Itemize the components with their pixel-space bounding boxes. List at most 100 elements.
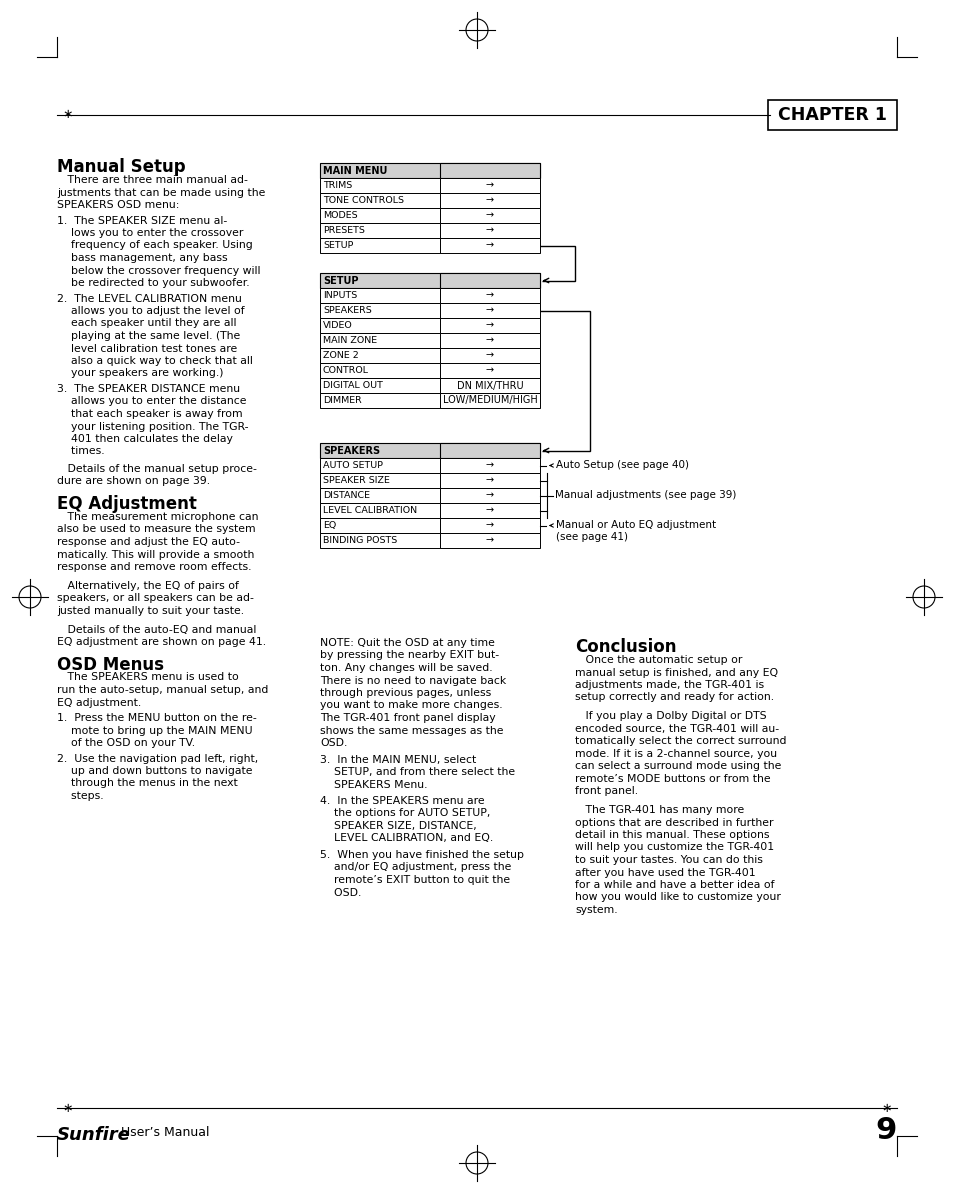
Text: ZONE 2: ZONE 2 — [323, 351, 358, 360]
Bar — [439, 288, 539, 303]
Text: →: → — [485, 335, 494, 346]
Text: speakers, or all speakers can be ad-: speakers, or all speakers can be ad- — [57, 593, 253, 604]
Bar — [319, 363, 439, 378]
Text: options that are described in further: options that are described in further — [575, 817, 773, 828]
Text: be redirected to your subwoofer.: be redirected to your subwoofer. — [57, 278, 250, 288]
Text: 3.  In the MAIN MENU, select: 3. In the MAIN MENU, select — [319, 754, 476, 765]
Text: 3.  The SPEAKER DISTANCE menu: 3. The SPEAKER DISTANCE menu — [57, 384, 240, 394]
Text: run the auto-setup, manual setup, and: run the auto-setup, manual setup, and — [57, 685, 268, 696]
Text: ton. Any changes will be saved.: ton. Any changes will be saved. — [319, 663, 492, 673]
Text: EQ adjustment are shown on page 41.: EQ adjustment are shown on page 41. — [57, 637, 266, 647]
Bar — [439, 363, 539, 378]
Bar — [319, 472, 439, 488]
Text: SETUP, and from there select the: SETUP, and from there select the — [319, 767, 515, 777]
Text: MODES: MODES — [323, 211, 357, 220]
Text: detail in this manual. These options: detail in this manual. These options — [575, 830, 769, 840]
Bar — [319, 533, 439, 548]
Text: SPEAKERS OSD menu:: SPEAKERS OSD menu: — [57, 200, 179, 210]
Text: 2.  The LEVEL CALIBRATION menu: 2. The LEVEL CALIBRATION menu — [57, 293, 242, 303]
Text: EQ Adjustment: EQ Adjustment — [57, 495, 196, 513]
Text: TONE CONTROLS: TONE CONTROLS — [323, 196, 403, 205]
Text: →: → — [485, 536, 494, 545]
Text: also a quick way to check that all: also a quick way to check that all — [57, 356, 253, 366]
Text: The TGR-401 front panel display: The TGR-401 front panel display — [319, 713, 496, 723]
Bar — [319, 208, 439, 223]
Text: The TGR-401 has many more: The TGR-401 has many more — [575, 805, 743, 815]
Bar — [439, 488, 539, 503]
Text: The SPEAKERS menu is used to: The SPEAKERS menu is used to — [57, 673, 238, 682]
Text: that each speaker is away from: that each speaker is away from — [57, 409, 242, 419]
Bar — [439, 458, 539, 472]
Bar — [439, 443, 539, 458]
Text: and/or EQ adjustment, press the: and/or EQ adjustment, press the — [319, 863, 511, 872]
Text: Once the automatic setup or: Once the automatic setup or — [575, 655, 741, 665]
Text: manual setup is finished, and any EQ: manual setup is finished, and any EQ — [575, 668, 778, 678]
Bar — [439, 273, 539, 288]
Text: can select a surround mode using the: can select a surround mode using the — [575, 761, 781, 771]
Text: MAIN MENU: MAIN MENU — [323, 166, 387, 175]
Text: encoded source, the TGR-401 will au-: encoded source, the TGR-401 will au- — [575, 724, 779, 734]
Text: User’s Manual: User’s Manual — [117, 1126, 210, 1139]
Text: →: → — [485, 365, 494, 376]
Bar — [319, 237, 439, 253]
Text: NOTE: Quit the OSD at any time: NOTE: Quit the OSD at any time — [319, 638, 495, 648]
Bar — [319, 223, 439, 237]
Text: allows you to enter the distance: allows you to enter the distance — [57, 396, 246, 407]
Bar — [319, 488, 439, 503]
Bar — [319, 458, 439, 472]
Bar — [439, 348, 539, 363]
Text: remote’s EXIT button to quit the: remote’s EXIT button to quit the — [319, 874, 510, 885]
Bar — [439, 503, 539, 518]
Text: after you have used the TGR-401: after you have used the TGR-401 — [575, 867, 755, 878]
Text: →: → — [485, 321, 494, 330]
Text: CHAPTER 1: CHAPTER 1 — [778, 106, 886, 124]
Text: of the OSD on your TV.: of the OSD on your TV. — [57, 738, 195, 748]
Bar — [439, 163, 539, 178]
Text: below the crossover frequency will: below the crossover frequency will — [57, 266, 260, 276]
Bar — [319, 518, 439, 533]
Text: Details of the auto-EQ and manual: Details of the auto-EQ and manual — [57, 624, 256, 635]
Text: →: → — [485, 196, 494, 205]
Text: shows the same messages as the: shows the same messages as the — [319, 725, 503, 736]
Text: OSD.: OSD. — [319, 738, 347, 748]
Text: The measurement microphone can: The measurement microphone can — [57, 512, 258, 523]
Text: 2.  Use the navigation pad left, right,: 2. Use the navigation pad left, right, — [57, 754, 258, 764]
Text: →: → — [485, 460, 494, 470]
Text: through the menus in the next: through the menus in the next — [57, 779, 237, 789]
Bar — [439, 333, 539, 348]
Text: steps.: steps. — [57, 791, 104, 801]
Bar — [439, 223, 539, 237]
Bar — [439, 237, 539, 253]
Text: DIGITAL OUT: DIGITAL OUT — [323, 381, 382, 390]
Text: response and remove room effects.: response and remove room effects. — [57, 562, 252, 571]
Text: If you play a Dolby Digital or DTS: If you play a Dolby Digital or DTS — [575, 711, 766, 722]
Text: SETUP: SETUP — [323, 276, 358, 285]
Text: times.: times. — [57, 446, 105, 457]
Bar — [319, 348, 439, 363]
Text: matically. This will provide a smooth: matically. This will provide a smooth — [57, 550, 254, 560]
Text: by pressing the nearby EXIT but-: by pressing the nearby EXIT but- — [319, 650, 498, 661]
Text: up and down buttons to navigate: up and down buttons to navigate — [57, 766, 253, 775]
Text: each speaker until they are all: each speaker until they are all — [57, 319, 236, 328]
Text: lows you to enter the crossover: lows you to enter the crossover — [57, 228, 243, 237]
Text: ∗: ∗ — [62, 109, 72, 122]
Text: (see page 41): (see page 41) — [556, 532, 627, 543]
Text: dure are shown on page 39.: dure are shown on page 39. — [57, 476, 210, 487]
Text: OSD.: OSD. — [319, 888, 361, 897]
Text: to suit your tastes. You can do this: to suit your tastes. You can do this — [575, 855, 762, 865]
Text: also be used to measure the system: also be used to measure the system — [57, 525, 255, 534]
Text: 401 then calculates the delay: 401 then calculates the delay — [57, 434, 233, 444]
Text: →: → — [485, 506, 494, 515]
Bar — [319, 163, 539, 178]
Text: →: → — [485, 241, 494, 251]
Text: Manual or Auto EQ adjustment: Manual or Auto EQ adjustment — [556, 520, 716, 531]
Text: justments that can be made using the: justments that can be made using the — [57, 187, 265, 198]
Text: TRIMS: TRIMS — [323, 181, 352, 190]
Text: front panel.: front panel. — [575, 786, 638, 796]
Text: →: → — [485, 210, 494, 221]
Text: 9: 9 — [875, 1115, 896, 1145]
Text: 1.  The SPEAKER SIZE menu al-: 1. The SPEAKER SIZE menu al- — [57, 216, 227, 225]
Text: EQ: EQ — [323, 521, 335, 530]
Text: LOW/MEDIUM/HIGH: LOW/MEDIUM/HIGH — [442, 396, 537, 406]
Text: 1.  Press the MENU button on the re-: 1. Press the MENU button on the re- — [57, 713, 256, 723]
